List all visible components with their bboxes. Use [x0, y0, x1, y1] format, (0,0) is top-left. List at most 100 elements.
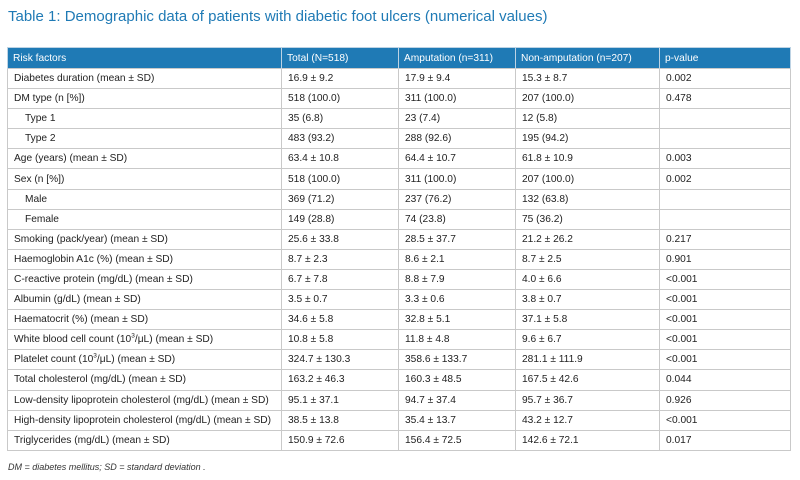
- risk-factor-cell: Haemoglobin A1c (%) (mean ± SD): [7, 248, 282, 270]
- header-total: Total (N=518): [281, 47, 399, 69]
- table-row: Diabetes duration (mean ± SD) 16.9 ± 9.2 1…: [7, 67, 791, 90]
- total-cell: 10.8 ± 5.8: [281, 329, 399, 351]
- non-amputation-cell: 61.8 ± 10.9: [515, 148, 660, 170]
- p-value-cell: 0.901: [659, 248, 791, 270]
- amputation-cell: 311 (100.0): [398, 88, 516, 110]
- risk-factor-cell: Smoking (pack/year) (mean ± SD): [7, 228, 282, 250]
- header-risk-factors: Risk factors: [7, 47, 282, 69]
- risk-factor-label-part: Platelet count (10: [14, 354, 94, 366]
- amputation-cell: 35.4 ± 13.7: [398, 409, 516, 431]
- amputation-cell: 160.3 ± 48.5: [398, 369, 516, 391]
- amputation-cell: 3.3 ± 0.6: [398, 289, 516, 311]
- non-amputation-cell: 207 (100.0): [515, 168, 660, 190]
- non-amputation-cell: 12 (5.8): [515, 108, 660, 130]
- non-amputation-cell: 8.7 ± 2.5: [515, 248, 660, 270]
- non-amputation-cell: 75 (36.2): [515, 208, 660, 230]
- total-cell: 95.1 ± 37.1: [281, 389, 399, 411]
- table-title: Table 1: Demographic data of patients wi…: [8, 8, 548, 25]
- table-header-row: Risk factors Total (N=518) Amputation (n…: [7, 47, 791, 69]
- table-row: Haematocrit (%) (mean ± SD) 34.6 ± 5.8 32.…: [7, 309, 791, 331]
- risk-factor-label-part: /μL) (mean ± SD): [134, 334, 214, 346]
- amputation-cell: 74 (23.8): [398, 208, 516, 230]
- risk-factor-cell: Type 1: [7, 108, 282, 130]
- table-row: Type 2 483 (93.2) 288 (92.6) 195 (94.2): [7, 128, 791, 150]
- amputation-cell: 311 (100.0): [398, 168, 516, 190]
- table-row: DM type (n [%]) 518 (100.0) 311 (100.0) 207…: [7, 88, 791, 110]
- total-cell: 25.6 ± 33.8: [281, 228, 399, 250]
- non-amputation-cell: 95.7 ± 36.7: [515, 389, 660, 411]
- risk-factor-cell: Sex (n [%]): [7, 168, 282, 190]
- amputation-cell: 32.8 ± 5.1: [398, 309, 516, 331]
- amputation-cell: 17.9 ± 9.4: [398, 67, 516, 90]
- table-row: Type 1 35 (6.8) 23 (7.4) 12 (5.8): [7, 108, 791, 130]
- total-cell: 3.5 ± 0.7: [281, 289, 399, 311]
- non-amputation-cell: 4.0 ± 6.6: [515, 268, 660, 291]
- p-value-cell: 0.003: [659, 148, 791, 170]
- non-amputation-cell: 142.6 ± 72.1: [515, 429, 660, 451]
- table-body: Diabetes duration (mean ± SD) 16.9 ± 9.2 1…: [7, 67, 791, 451]
- risk-factor-cell: Male: [7, 188, 282, 210]
- table-row: Female 149 (28.8) 74 (23.8) 75 (36.2): [7, 208, 791, 230]
- risk-factor-cell: Low-density lipoprotein cholesterol (mg/…: [7, 389, 282, 411]
- total-cell: 16.9 ± 9.2: [281, 67, 399, 90]
- total-cell: 324.7 ± 130.3: [281, 349, 399, 371]
- non-amputation-cell: 3.8 ± 0.7: [515, 289, 660, 311]
- amputation-cell: 156.4 ± 72.5: [398, 429, 516, 451]
- total-cell: 163.2 ± 46.3: [281, 369, 399, 391]
- total-cell: 38.5 ± 13.8: [281, 409, 399, 431]
- p-value-cell: 0.926: [659, 389, 791, 411]
- p-value-cell: <0.001: [659, 349, 791, 371]
- non-amputation-cell: 15.3 ± 8.7: [515, 67, 660, 90]
- p-value-cell: 0.002: [659, 67, 791, 90]
- p-value-cell: <0.001: [659, 309, 791, 331]
- risk-factor-cell: C-reactive protein (mg/dL) (mean ± SD): [7, 268, 282, 291]
- p-value-cell: 0.217: [659, 228, 791, 250]
- p-value-cell: <0.001: [659, 289, 791, 311]
- p-value-cell: <0.001: [659, 409, 791, 431]
- non-amputation-cell: 43.2 ± 12.7: [515, 409, 660, 431]
- table-row: Male 369 (71.2) 237 (76.2) 132 (63.8): [7, 188, 791, 210]
- total-cell: 8.7 ± 2.3: [281, 248, 399, 270]
- p-value-cell: [659, 188, 791, 210]
- risk-factor-cell: Age (years) (mean ± SD): [7, 148, 282, 170]
- total-cell: 518 (100.0): [281, 168, 399, 190]
- amputation-cell: 8.8 ± 7.9: [398, 268, 516, 291]
- amputation-cell: 94.7 ± 37.4: [398, 389, 516, 411]
- risk-factor-label-superscript: 3: [93, 352, 97, 360]
- table-row: White blood cell count (103/μL) (mean ± …: [7, 329, 791, 351]
- amputation-cell: 237 (76.2): [398, 188, 516, 210]
- amputation-cell: 23 (7.4): [398, 108, 516, 130]
- table-row: Albumin (g/dL) (mean ± SD) 3.5 ± 0.7 3.3 ±…: [7, 289, 791, 311]
- risk-factor-label-part: White blood cell count (10: [14, 334, 132, 346]
- risk-factor-label-part: /μL) (mean ± SD): [96, 354, 176, 366]
- risk-factor-cell: High-density lipoprotein cholesterol (mg…: [7, 409, 282, 431]
- p-value-cell: [659, 208, 791, 230]
- header-p-value: p-value: [659, 47, 791, 69]
- table-row: Smoking (pack/year) (mean ± SD) 25.6 ± 33…: [7, 228, 791, 250]
- risk-factor-cell: Haematocrit (%) (mean ± SD): [7, 309, 282, 331]
- p-value-cell: <0.001: [659, 268, 791, 291]
- table-row: High-density lipoprotein cholesterol (mg…: [7, 409, 791, 431]
- total-cell: 34.6 ± 5.8: [281, 309, 399, 331]
- p-value-cell: 0.478: [659, 88, 791, 110]
- amputation-cell: 64.4 ± 10.7: [398, 148, 516, 170]
- table-row: Low-density lipoprotein cholesterol (mg/…: [7, 389, 791, 411]
- header-amputation: Amputation (n=311): [398, 47, 516, 69]
- total-cell: 6.7 ± 7.8: [281, 268, 399, 291]
- non-amputation-cell: 37.1 ± 5.8: [515, 309, 660, 331]
- table-row: C-reactive protein (mg/dL) (mean ± SD) 6.…: [7, 268, 791, 291]
- non-amputation-cell: 207 (100.0): [515, 88, 660, 110]
- amputation-cell: 11.8 ± 4.8: [398, 329, 516, 351]
- p-value-cell: [659, 108, 791, 130]
- amputation-cell: 358.6 ± 133.7: [398, 349, 516, 371]
- risk-factor-cell: Female: [7, 208, 282, 230]
- p-value-cell: 0.002: [659, 168, 791, 190]
- non-amputation-cell: 9.6 ± 6.7: [515, 329, 660, 351]
- non-amputation-cell: 195 (94.2): [515, 128, 660, 150]
- table-footnote: DM = diabetes mellitus; SD = standard de…: [8, 462, 206, 472]
- p-value-cell: 0.017: [659, 429, 791, 451]
- total-cell: 483 (93.2): [281, 128, 399, 150]
- risk-factor-cell: White blood cell count (103/μL) (mean ± …: [7, 329, 282, 351]
- demographics-table: Risk factors Total (N=518) Amputation (n…: [7, 47, 791, 451]
- non-amputation-cell: 167.5 ± 42.6: [515, 369, 660, 391]
